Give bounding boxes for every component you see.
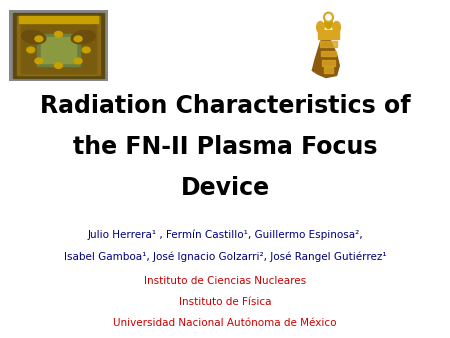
Bar (322, 60, 335, 66)
Bar (320, 41, 338, 47)
Ellipse shape (326, 15, 331, 20)
Bar (37, 34, 80, 66)
Text: Instituto de Ciencias Nucleares: Instituto de Ciencias Nucleares (144, 276, 306, 286)
Circle shape (82, 47, 90, 53)
Ellipse shape (317, 22, 324, 33)
Bar (324, 67, 333, 73)
Circle shape (27, 47, 35, 53)
Text: Instituto de Física: Instituto de Física (179, 297, 271, 307)
Ellipse shape (22, 30, 46, 44)
Bar (318, 30, 339, 39)
Text: Universidad Nacional Autónoma de México: Universidad Nacional Autónoma de México (113, 318, 337, 328)
Ellipse shape (324, 12, 333, 22)
Circle shape (74, 36, 82, 42)
Bar (19, 16, 98, 23)
Text: Isabel Gamboa¹, José Ignacio Golzarri², José Rangel Gutiérrez¹: Isabel Gamboa¹, José Ignacio Golzarri², … (64, 251, 386, 262)
Bar (40, 37, 76, 63)
Text: Julio Herrera¹ , Fermín Castillo¹, Guillermo Espinosa²,: Julio Herrera¹ , Fermín Castillo¹, Guill… (87, 230, 363, 240)
Polygon shape (312, 33, 339, 78)
Bar (321, 51, 336, 56)
Ellipse shape (325, 17, 332, 29)
Circle shape (74, 58, 82, 64)
Text: the FN-II Plasma Focus: the FN-II Plasma Focus (73, 135, 377, 159)
Circle shape (54, 63, 63, 68)
Bar (17, 16, 100, 75)
Circle shape (35, 36, 43, 42)
Circle shape (35, 58, 43, 64)
Circle shape (54, 31, 63, 37)
Text: Radiation Characteristics of: Radiation Characteristics of (40, 94, 410, 119)
Ellipse shape (333, 22, 340, 33)
Bar (21, 22, 96, 73)
Ellipse shape (71, 30, 95, 44)
Text: Device: Device (180, 175, 270, 200)
